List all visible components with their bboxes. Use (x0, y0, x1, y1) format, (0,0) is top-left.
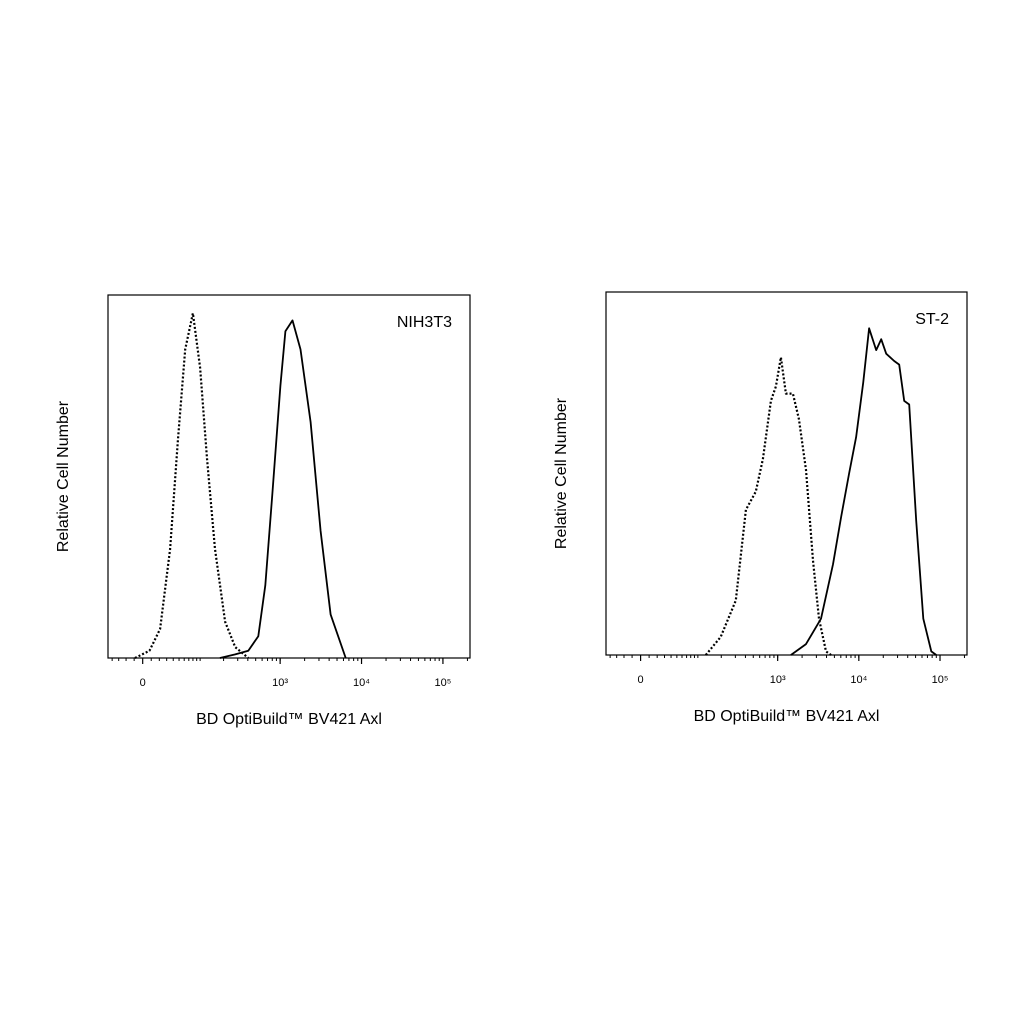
x-axis-label: BD OptiBuild™ BV421 Axl (196, 711, 382, 728)
y-axis-label: Relative Cell Number (55, 400, 72, 552)
y-axis-label: Relative Cell Number (553, 397, 570, 549)
x-tick-label: 10⁵ (932, 674, 949, 686)
x-tick-label: 10⁵ (435, 677, 452, 689)
x-axis-label: BD OptiBuild™ BV421 Axl (694, 708, 880, 725)
x-tick-label: 10⁴ (850, 674, 867, 686)
x-tick-label: 10³ (272, 677, 288, 689)
annotation: ST-2 (915, 311, 949, 328)
solid-histogram (219, 319, 347, 659)
solid-histogram (790, 327, 937, 656)
x-tick-label: 0 (638, 674, 644, 686)
plot-frame (605, 291, 968, 656)
x-tick-label: 0 (140, 677, 146, 689)
dotted-histogram (134, 312, 250, 659)
x-tick-label: 10³ (770, 674, 786, 686)
plot-frame (107, 294, 471, 659)
annotation: NIH3T3 (397, 314, 452, 331)
x-tick-label: 10⁴ (353, 677, 370, 689)
